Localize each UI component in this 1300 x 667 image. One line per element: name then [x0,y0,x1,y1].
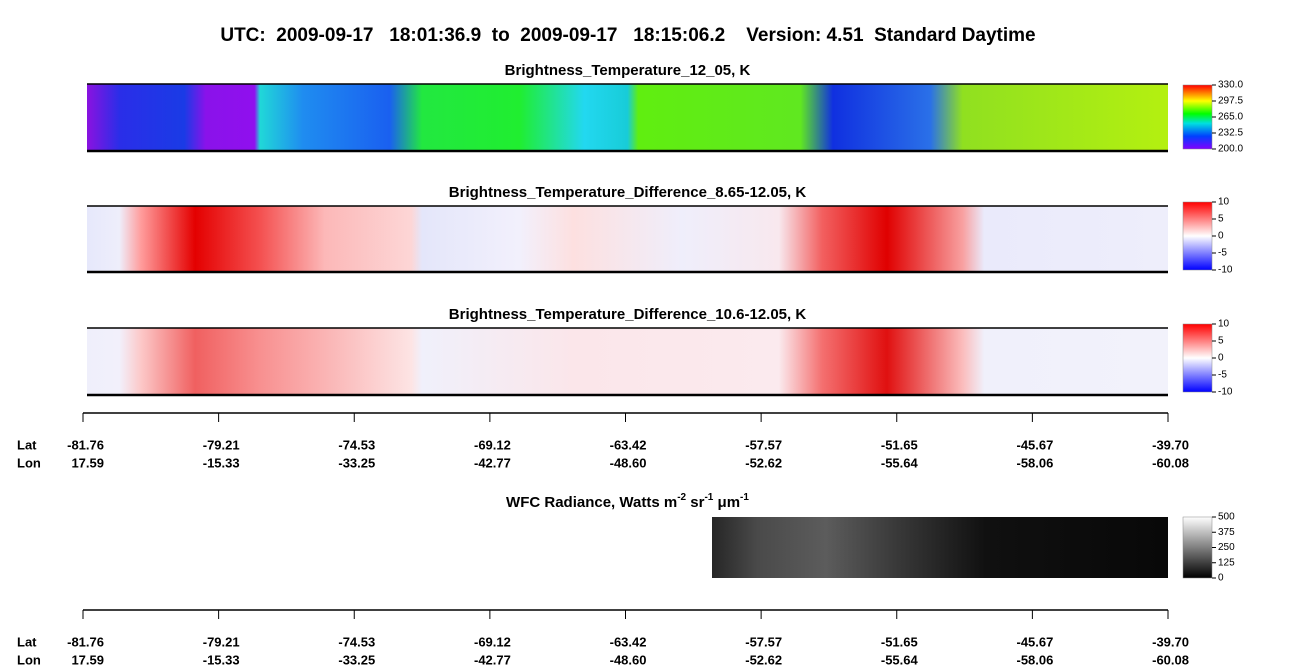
lat-label: -57.57 [745,437,782,452]
lon-label: -58.06 [1017,455,1054,470]
colorbar-tick-label: 5 [1218,336,1224,347]
lat-label: -51.65 [881,437,918,452]
axis-row-label: Lat [17,437,37,452]
lon-label: -15.33 [203,455,240,470]
panel-title: Brightness_Temperature_12_05, K [505,62,751,79]
heatmap-image [87,84,1168,151]
colorbar-tick-label: 250 [1218,542,1235,553]
colorbar-tick-label: -5 [1218,370,1227,381]
colorbar-tick-label: 232.5 [1218,128,1243,139]
lon-label: -42.77 [474,652,511,667]
heatmap-image [87,328,1168,395]
colorbar-tick-label: 10 [1218,197,1230,208]
lat-label: -79.21 [203,437,240,452]
colorbar [1182,84,1213,150]
axis-row-label: Lon [17,652,41,667]
panel-title: Brightness_Temperature_Difference_8.65-1… [449,184,807,201]
colorbar-tick-label: 500 [1218,512,1235,523]
lon-label: -33.25 [338,652,375,667]
colorbar-tick-label: 0 [1218,353,1224,364]
lat-label: -63.42 [610,437,647,452]
colorbar-tick-label: 330.0 [1218,80,1243,91]
lon-label: -48.60 [610,455,647,470]
title-part: -1 [740,492,749,503]
lon-label: -48.60 [610,652,647,667]
lat-label: -74.53 [338,634,375,649]
axis-row-label: Lat [17,634,37,649]
lon-label: -55.64 [881,652,919,667]
lat-label: -69.12 [474,634,511,649]
panel-title: Brightness_Temperature_Difference_10.6-1… [449,306,807,323]
page-title: UTC: 2009-09-17 18:01:36.9 to 2009-09-17… [220,25,1035,46]
title-part: μm [713,494,740,511]
colorbar-tick-label: 5 [1218,214,1224,225]
lat-label: -39.70 [1152,634,1189,649]
lon-label: -60.08 [1152,455,1189,470]
lat-label: -81.76 [67,437,104,452]
lat-label: -45.67 [1017,437,1054,452]
lon-label: -42.77 [474,455,511,470]
colorbar-tick-label: 0 [1218,231,1224,242]
title-part: WFC Radiance, Watts m [506,494,677,511]
colorbar-tick-label: -10 [1218,387,1233,398]
lon-label: -15.33 [203,652,240,667]
heatmap-image [87,206,1168,272]
lon-label: 17.59 [71,455,104,470]
title-part: sr [686,494,705,511]
colorbar-tick-label: 200.0 [1218,144,1243,155]
lat-label: -39.70 [1152,437,1189,452]
lon-label: -60.08 [1152,652,1189,667]
lon-label: -52.62 [745,652,782,667]
lat-label: -57.57 [745,634,782,649]
colorbar [1182,323,1213,393]
lat-label: -74.53 [338,437,375,452]
axis-row-label: Lon [17,455,41,470]
colorbar-tick-label: 0 [1218,573,1224,584]
lon-label: -55.64 [881,455,919,470]
colorbar-tick-label: 297.5 [1218,96,1243,107]
colorbar-tick-label: 125 [1218,557,1235,568]
lat-label: -79.21 [203,634,240,649]
colorbar-tick-label: 10 [1218,319,1230,330]
heatmap-image [712,517,1168,578]
colorbar [1182,201,1213,271]
colorbar [1182,516,1213,579]
lat-label: -51.65 [881,634,918,649]
panel-title: WFC Radiance, Watts m-2 sr-1 μm-1 [506,492,749,511]
title-part: -1 [704,492,713,503]
lat-label: -69.12 [474,437,511,452]
colorbar-tick-label: -10 [1218,265,1233,276]
lat-label: -45.67 [1017,634,1054,649]
colorbar-tick-label: 265.0 [1218,112,1243,123]
lat-label: -63.42 [610,634,647,649]
lon-label: -52.62 [745,455,782,470]
colorbar-tick-label: -5 [1218,248,1227,259]
lon-label: -33.25 [338,455,375,470]
title-part: -2 [677,492,686,503]
lat-label: -81.76 [67,634,104,649]
lon-label: -58.06 [1017,652,1054,667]
colorbar-tick-label: 375 [1218,527,1235,538]
lon-label: 17.59 [71,652,104,667]
